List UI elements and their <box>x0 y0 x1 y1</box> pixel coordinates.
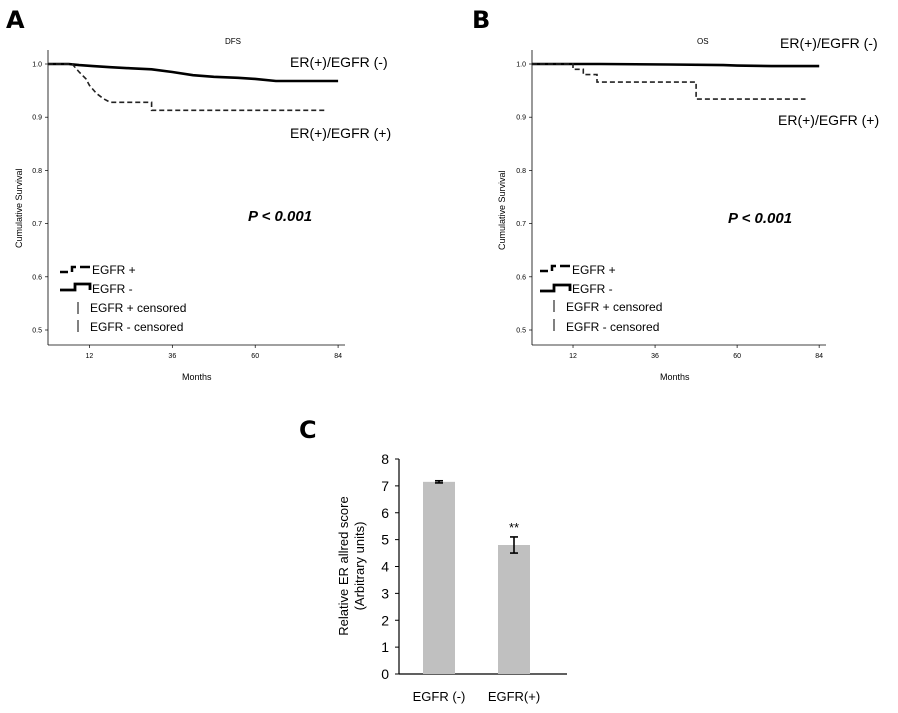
p-value-os: P < 0.001 <box>728 210 792 227</box>
legend-item-egfr-positive-censored: EGFR + censored <box>90 301 186 315</box>
legend-item-egfr-positive-censored: EGFR + censored <box>566 300 662 314</box>
series-label-egfr-negative-os: ER(+)/EGFR (-) <box>780 35 878 51</box>
y-tick-label: 0.8 <box>32 168 42 175</box>
km-line-egfr-positive-dfs <box>48 64 324 110</box>
y-tick-label: 1.0 <box>32 62 42 69</box>
x-tick-label: 84 <box>815 353 823 360</box>
y-tick-label: 0.5 <box>516 328 526 335</box>
y-tick-label: 0.6 <box>516 274 526 281</box>
y-tick-label: 0.8 <box>516 168 526 175</box>
category-label: EGFR (-) <box>413 689 466 704</box>
y-tick-label: 1 <box>381 639 389 655</box>
y-axis-title-b: Cumulative Survival <box>497 170 507 250</box>
y-tick-label: 0.5 <box>32 328 42 335</box>
bars-c: EGFR (-) ** EGFR(+) <box>413 481 541 704</box>
y-tick-label: 0.9 <box>516 115 526 122</box>
chart-title-dfs: DFS <box>225 37 241 46</box>
panel-a: A DFS 0.5 0.6 0.7 0.8 0.9 1.0 12 36 60 84 Months… <box>6 6 391 382</box>
y-tick-label: 0.7 <box>32 221 42 228</box>
x-tick-label: 36 <box>651 353 659 360</box>
y-axis-title-a: Cumulative Survival <box>14 168 24 248</box>
km-line-egfr-positive-os <box>532 64 806 99</box>
panel-c: C 0 1 2 3 4 5 6 7 8 EGFR (-) ** EGFR(+) Relative E… <box>299 416 567 704</box>
x-tick-label: 36 <box>168 353 176 360</box>
legend-item-egfr-negative-censored: EGFR - censored <box>566 320 659 334</box>
y-tick-label: 0.9 <box>32 115 42 122</box>
series-label-egfr-negative-dfs: ER(+)/EGFR (-) <box>290 54 388 70</box>
y-tick-label: 3 <box>381 585 389 601</box>
y-tick-label: 0.6 <box>32 274 42 281</box>
legend-b: EGFR + EGFR - EGFR + censored EGFR - cen… <box>540 263 662 334</box>
p-value-dfs: P < 0.001 <box>248 208 312 225</box>
y-tick-label: 6 <box>381 505 389 521</box>
legend-solid-icon <box>60 284 90 290</box>
bar <box>423 482 455 674</box>
y-ticks-c: 0 1 2 3 4 5 6 7 8 <box>381 451 399 682</box>
legend-item-egfr-negative-censored: EGFR - censored <box>90 320 183 334</box>
y-tick-label: 4 <box>381 559 389 575</box>
y-axis-title-c: Relative ER allred score <box>336 496 351 635</box>
y-ticks-b: 0.5 0.6 0.7 0.8 0.9 1.0 <box>516 62 532 335</box>
y-tick-label: 2 <box>381 612 389 628</box>
y-tick-label: 8 <box>381 451 389 467</box>
panel-b: B OS 0.50.60.70.80.91.0 12 36 60 84 Months … <box>472 6 879 382</box>
km-line-egfr-negative-os <box>532 64 819 66</box>
legend-item-egfr-positive: EGFR + <box>572 263 616 277</box>
legend-dash-icon <box>540 266 570 271</box>
y-ticks-a: 0.5 0.6 0.7 0.8 0.9 1.0 <box>32 62 48 335</box>
y-tick-label: 5 <box>381 532 389 548</box>
legend-item-egfr-negative: EGFR - <box>92 282 133 296</box>
legend-item-egfr-positive: EGFR + <box>92 263 136 277</box>
legend-item-egfr-negative: EGFR - <box>572 282 613 296</box>
y-tick-label: 0 <box>381 666 389 682</box>
x-axis-title-b: Months <box>660 372 690 382</box>
panel-letter-a: A <box>6 6 25 34</box>
series-label-egfr-positive-dfs: ER(+)/EGFR (+) <box>290 125 391 141</box>
x-tick-label: 60 <box>251 353 259 360</box>
x-axis-title-a: Months <box>182 372 212 382</box>
x-tick-label: 84 <box>334 353 342 360</box>
panel-letter-b: B <box>472 6 490 34</box>
y-tick-label: 7 <box>381 478 389 494</box>
x-tick-label: 60 <box>733 353 741 360</box>
bar <box>498 545 530 674</box>
y-tick-label: 1.0 <box>516 62 526 69</box>
significance-label: ** <box>509 520 519 535</box>
legend-a: EGFR + EGFR - EGFR + censored EGFR - cen… <box>60 263 186 334</box>
panel-letter-c: C <box>299 416 317 444</box>
chart-title-os: OS <box>697 37 709 46</box>
x-tick-label: 12 <box>86 353 94 360</box>
x-ticks-b: 12 36 60 84 <box>569 345 823 360</box>
legend-solid-icon <box>540 285 570 291</box>
x-ticks-a: 12 36 60 84 <box>86 345 343 360</box>
x-tick-label: 12 <box>569 353 577 360</box>
y-tick-label: 0.7 <box>516 221 526 228</box>
y-axis-subtitle-c: (Arbitrary units) <box>352 522 367 611</box>
category-label: EGFR(+) <box>488 689 540 704</box>
legend-dash-icon <box>60 267 90 272</box>
series-label-egfr-positive-os: ER(+)/EGFR (+) <box>778 112 879 128</box>
